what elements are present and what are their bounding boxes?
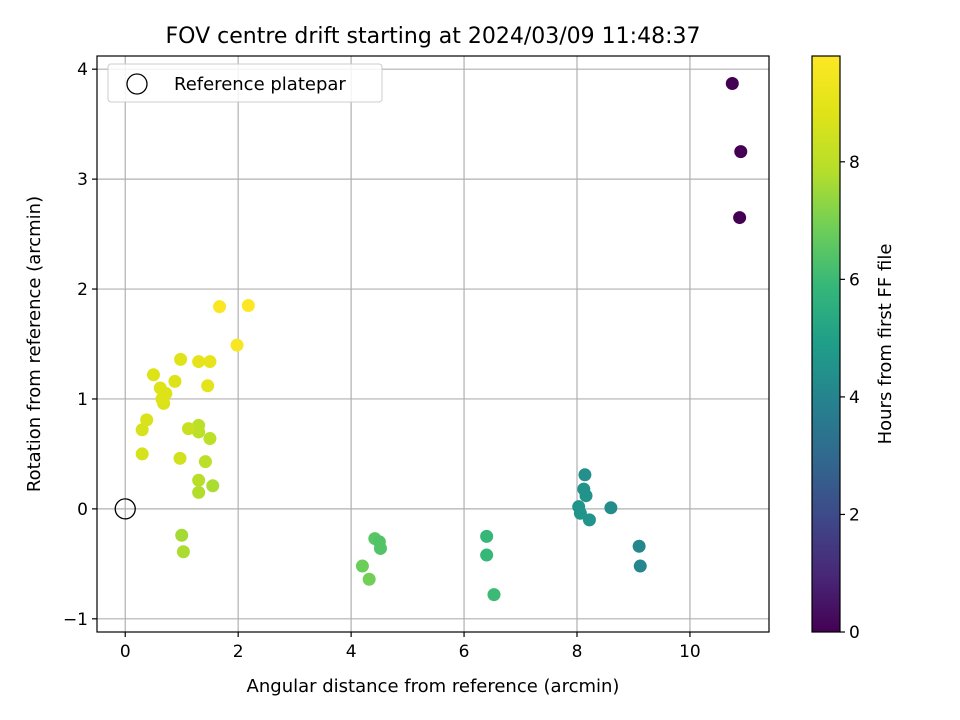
data-point	[604, 501, 618, 515]
data-point	[373, 541, 387, 555]
data-point	[168, 374, 182, 388]
x-axis-ticks: 0 2 4 6 8 10	[120, 632, 701, 662]
legend: Reference platepar	[107, 63, 383, 103]
colorbar-gradient	[811, 55, 841, 633]
data-point	[192, 485, 206, 499]
data-point	[480, 529, 494, 543]
data-point	[201, 379, 215, 393]
data-point	[176, 545, 190, 559]
data-point	[206, 479, 220, 493]
reference-marker-layer	[114, 498, 136, 520]
data-point	[633, 559, 647, 573]
x-axis-label: Angular distance from reference (arcmin)	[247, 676, 620, 697]
data-point	[582, 513, 596, 527]
data-point	[192, 418, 206, 432]
data-point	[198, 455, 212, 469]
data-point	[213, 300, 227, 314]
x-tick-label: 6	[459, 642, 470, 662]
y-tick-label: 2	[77, 280, 88, 300]
data-point	[153, 381, 167, 395]
data-point	[355, 559, 369, 573]
colorbar-tick-label: 2	[849, 505, 860, 525]
x-tick-label: 10	[679, 642, 701, 662]
x-tick-label: 8	[572, 642, 583, 662]
data-point	[632, 539, 646, 553]
legend-box	[107, 63, 383, 103]
data-point	[480, 548, 494, 562]
reference-platepar-marker	[114, 498, 136, 520]
chart-title: FOV centre drift starting at 2024/03/09 …	[166, 24, 701, 49]
data-point	[192, 473, 206, 487]
data-points	[135, 76, 748, 602]
data-point	[173, 451, 187, 465]
data-point	[579, 489, 593, 503]
plot-frame	[96, 55, 770, 633]
colorbar-tick-label: 8	[849, 153, 860, 173]
y-tick-label: 4	[77, 60, 88, 80]
colorbar: 0 2 4 6 8 Hours from first FF file	[811, 55, 896, 643]
colorbar-tick-label: 0	[849, 623, 860, 643]
y-tick-label: 0	[77, 500, 88, 520]
y-axis-label: Rotation from reference (arcmin)	[24, 196, 45, 492]
data-point	[734, 145, 748, 159]
legend-marker-icon	[126, 73, 148, 95]
data-point	[140, 413, 154, 427]
data-point	[181, 422, 195, 436]
y-tick-label: 3	[77, 170, 88, 190]
data-point	[135, 423, 149, 437]
data-point	[146, 368, 160, 382]
colorbar-label: Hours from first FF file	[875, 244, 896, 445]
y-tick-label: −1	[63, 610, 88, 630]
data-point	[578, 468, 592, 482]
colorbar-ticks: 0 2 4 6 8	[840, 153, 860, 643]
grid-lines	[97, 56, 769, 632]
data-point	[174, 352, 188, 366]
data-point	[192, 355, 206, 369]
x-tick-label: 2	[233, 642, 244, 662]
data-point	[230, 338, 244, 352]
x-tick-label: 0	[120, 642, 131, 662]
data-point	[725, 76, 739, 90]
data-point	[203, 355, 217, 369]
data-point	[241, 299, 255, 313]
data-point	[362, 572, 376, 586]
data-point	[135, 447, 149, 461]
data-point	[733, 211, 747, 225]
y-tick-label: 1	[77, 390, 88, 410]
colorbar-tick-label: 4	[849, 388, 860, 408]
x-tick-label: 4	[346, 642, 357, 662]
colorbar-tick-label: 6	[849, 270, 860, 290]
y-axis-ticks: −1 0 1 2 3 4	[63, 60, 97, 630]
legend-entry-label: Reference platepar	[174, 74, 346, 95]
data-point	[487, 588, 501, 602]
data-point	[175, 528, 189, 542]
data-point	[573, 506, 587, 520]
data-point	[203, 432, 217, 446]
